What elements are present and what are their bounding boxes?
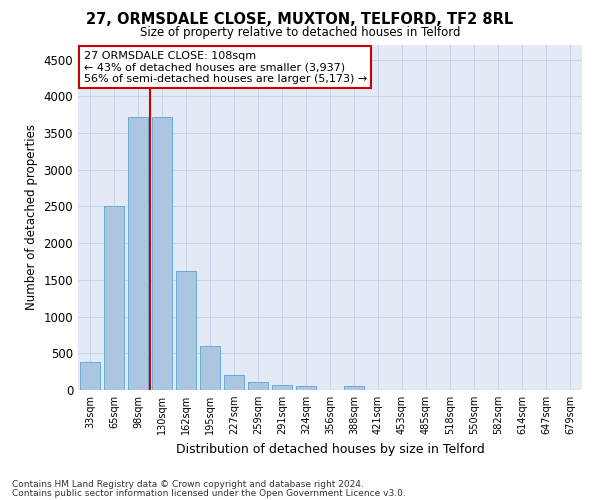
Bar [296,386,316,390]
Text: 27, ORMSDALE CLOSE, MUXTON, TELFORD, TF2 8RL: 27, ORMSDALE CLOSE, MUXTON, TELFORD, TF2… [86,12,514,28]
Text: Contains HM Land Registry data © Crown copyright and database right 2024.: Contains HM Land Registry data © Crown c… [12,480,364,489]
X-axis label: Distribution of detached houses by size in Telford: Distribution of detached houses by size … [176,442,484,456]
Bar [104,206,124,390]
Text: Size of property relative to detached houses in Telford: Size of property relative to detached ho… [140,26,460,39]
Bar [344,386,364,390]
Bar [224,374,244,390]
Bar [248,382,268,390]
Y-axis label: Number of detached properties: Number of detached properties [25,124,38,310]
Bar [272,385,292,390]
Bar [200,346,220,390]
Text: Contains public sector information licensed under the Open Government Licence v3: Contains public sector information licen… [12,489,406,498]
Bar [152,116,172,390]
Bar [176,270,196,390]
Bar [128,116,148,390]
Bar [80,362,100,390]
Text: 27 ORMSDALE CLOSE: 108sqm
← 43% of detached houses are smaller (3,937)
56% of se: 27 ORMSDALE CLOSE: 108sqm ← 43% of detac… [83,50,367,84]
